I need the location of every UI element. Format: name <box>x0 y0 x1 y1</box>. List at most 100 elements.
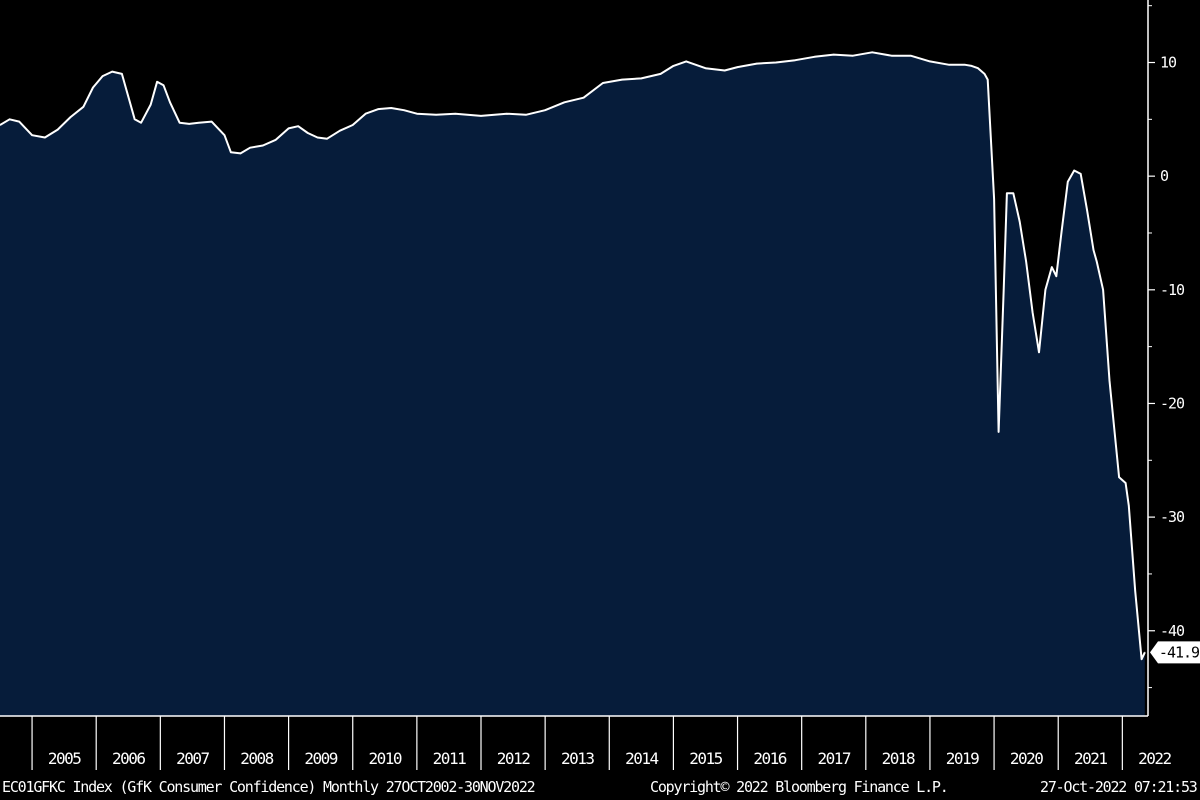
data-point <box>794 59 797 61</box>
timestamp: 27-Oct-2022 07:21:53 <box>1040 778 1198 796</box>
data-point <box>169 101 171 104</box>
data-point <box>82 106 85 108</box>
data-point <box>685 60 687 63</box>
data-point <box>813 56 816 58</box>
x-tick-label: 2008 <box>240 749 273 768</box>
data-point <box>1144 651 1146 654</box>
data-point <box>326 137 328 140</box>
data-point <box>188 123 190 125</box>
data-point <box>1108 379 1111 382</box>
data-point <box>307 132 309 134</box>
data-point <box>640 77 643 80</box>
x-tick-label: 2011 <box>433 749 466 768</box>
data-point <box>1006 192 1008 194</box>
data-point <box>1012 192 1015 194</box>
data-point <box>964 64 966 66</box>
data-point <box>1002 289 1005 291</box>
data-point <box>997 431 1000 433</box>
x-tick-label: 2014 <box>625 749 658 768</box>
x-tick-label: 2005 <box>48 749 81 768</box>
data-point <box>1128 504 1130 507</box>
x-tick-label: 2007 <box>176 749 209 768</box>
data-point <box>736 66 739 68</box>
data-point <box>133 118 136 121</box>
data-point <box>1018 220 1021 223</box>
x-tick-label: 2009 <box>304 749 337 768</box>
x-tick-label: 2016 <box>753 749 786 768</box>
data-point <box>351 124 354 126</box>
x-tick-label: 2018 <box>882 749 915 768</box>
data-point <box>44 136 46 139</box>
data-point <box>403 109 405 111</box>
data-point <box>223 134 226 136</box>
data-point <box>316 136 319 139</box>
data-point <box>602 82 604 84</box>
data-point <box>178 121 181 124</box>
data-point <box>31 134 33 136</box>
data-point <box>1044 289 1047 291</box>
data-point <box>1051 266 1053 268</box>
x-tick-label: 2019 <box>946 749 979 768</box>
data-point <box>929 60 931 63</box>
y-tick-label: 10 <box>1160 54 1177 72</box>
data-point <box>8 118 11 121</box>
data-point <box>1055 275 1058 278</box>
data-point <box>890 54 893 57</box>
data-point <box>1031 311 1034 314</box>
data-point <box>871 51 873 54</box>
data-point <box>92 86 94 89</box>
data-point <box>970 65 973 67</box>
data-point <box>977 67 979 69</box>
x-tick-label: 2021 <box>1074 749 1107 768</box>
data-point <box>723 69 726 72</box>
x-tick-label: 2022 <box>1138 749 1171 768</box>
x-tick-label: 2010 <box>369 749 402 768</box>
data-point <box>262 144 264 147</box>
data-point <box>111 70 113 73</box>
data-point <box>544 109 546 111</box>
data-point <box>390 107 393 109</box>
data-point <box>986 78 989 81</box>
data-point <box>505 112 508 115</box>
data-point <box>1038 351 1040 354</box>
chart-footer: EC01GFKC Index (GfK Consumer Confidence)… <box>0 776 1200 800</box>
y-tick-label: 0 <box>1160 167 1169 185</box>
data-point <box>454 112 457 115</box>
data-point <box>582 96 585 99</box>
data-point <box>140 121 142 124</box>
data-point <box>480 115 482 117</box>
data-point <box>672 65 675 67</box>
data-point <box>1025 260 1027 263</box>
data-point <box>377 108 380 110</box>
data-point <box>287 127 290 130</box>
data-point <box>983 73 986 75</box>
data-point <box>1140 658 1143 660</box>
data-point <box>249 146 251 149</box>
data-point <box>297 125 300 127</box>
x-tick-label: 2015 <box>689 749 722 768</box>
data-point <box>909 54 912 57</box>
data-point <box>993 198 995 200</box>
data-point <box>1134 590 1136 592</box>
data-point <box>832 53 835 56</box>
data-point <box>1102 289 1104 291</box>
data-point <box>1124 482 1127 484</box>
index-description: EC01GFKC Index (GfK Consumer Confidence)… <box>2 778 536 796</box>
copyright-notice: Copyright© 2022 Bloomberg Finance L.P. <box>650 778 949 796</box>
data-point <box>659 73 662 75</box>
x-tick-label: 2017 <box>817 749 850 768</box>
data-point <box>101 75 104 77</box>
y-tick-label: -30 <box>1160 508 1185 526</box>
data-point <box>1092 249 1095 251</box>
data-point <box>198 121 200 124</box>
data-point <box>1073 169 1075 172</box>
x-tick-label: 2006 <box>112 749 145 768</box>
data-point <box>56 128 59 131</box>
x-tick-label: 2013 <box>561 749 594 768</box>
data-point <box>1067 181 1069 183</box>
data-point <box>948 64 950 66</box>
last-value-box <box>1150 641 1200 664</box>
data-point <box>210 120 213 123</box>
data-point <box>0 124 1 126</box>
